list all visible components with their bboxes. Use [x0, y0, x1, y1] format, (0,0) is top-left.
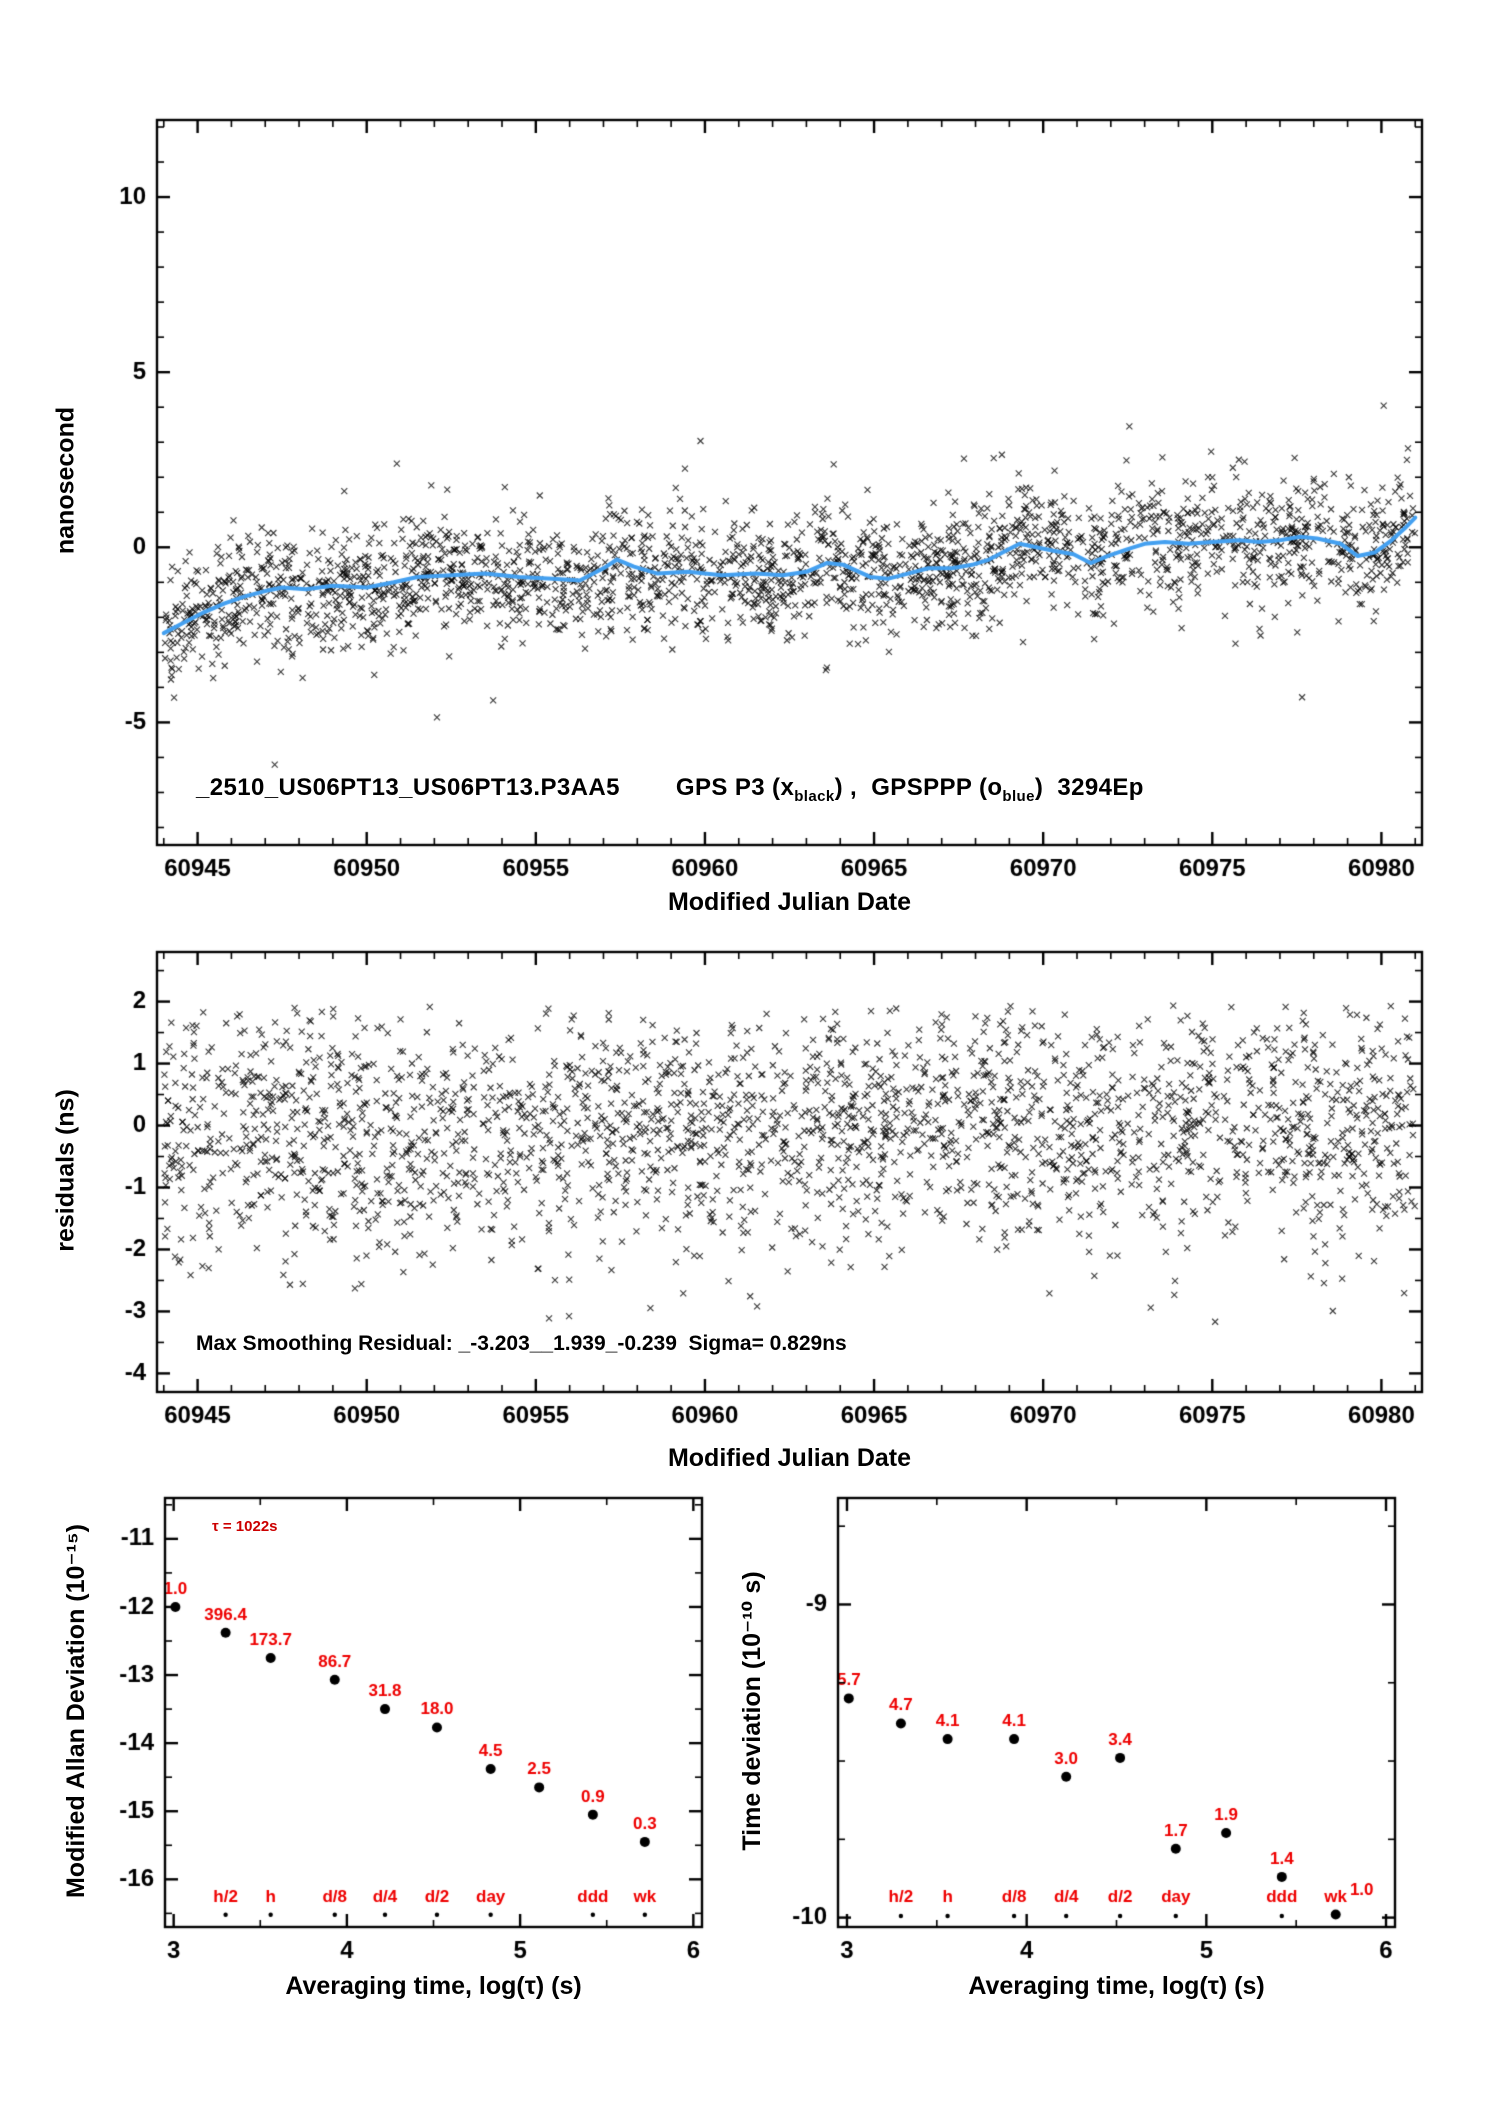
residuals-scatter-chart-canvas	[0, 935, 1488, 1490]
time-deviation-chart-canvas	[744, 1490, 1488, 2105]
phase-scatter-chart-canvas	[0, 0, 1488, 935]
modified-allan-deviation-chart-canvas	[0, 1490, 744, 2105]
